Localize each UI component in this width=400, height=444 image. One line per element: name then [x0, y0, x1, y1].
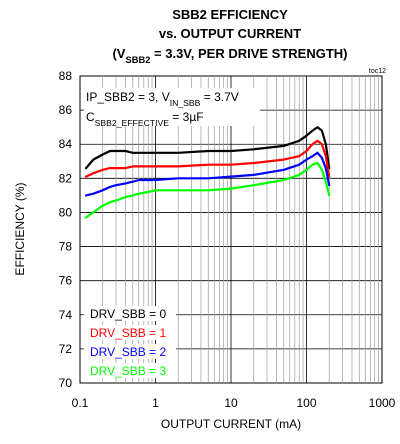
y-tick-label: 80 — [59, 205, 73, 219]
series-line-drv-0 — [84, 126, 331, 170]
legend-entry-drv-2: DRV_SBB = 2 — [90, 345, 166, 359]
x-tick-label: 0.1 — [72, 396, 89, 410]
title-line-1: SBB2 EFFICIENCY — [172, 7, 288, 22]
y-tick-label: 88 — [59, 69, 73, 83]
x-axis-ticks: 0.1 1 10 100 1000 — [72, 396, 396, 410]
chart-title: SBB2 EFFICIENCY vs. OUTPUT CURRENT (VSBB… — [112, 7, 347, 65]
y-tick-label: 74 — [59, 308, 73, 322]
x-tick-label: 1000 — [369, 396, 396, 410]
legend-background — [84, 344, 176, 359]
grid — [80, 76, 382, 383]
legend-background — [84, 306, 176, 321]
y-axis-label: EFFICIENCY (%) — [13, 182, 27, 275]
series-line-drv-1 — [84, 139, 331, 178]
y-tick-label: 72 — [59, 342, 73, 356]
y-tick-label: 78 — [59, 240, 73, 254]
legend: DRV_SBB = 0 DRV_SBB = 1 DRV_SBB = 2 DRV_SBB… — [84, 306, 176, 378]
toc-tag: toc12 — [369, 68, 386, 75]
y-tick-label: 84 — [59, 137, 73, 151]
y-tick-label: 76 — [59, 274, 73, 288]
legend-entry-drv-3: DRV_SBB = 3 — [90, 364, 166, 378]
legend-entry-drv-1: DRV_SBB = 1 — [90, 326, 166, 340]
condition-line-1: IP_SBB2 = 3, VIN_SBB = 3.7V — [86, 90, 239, 108]
series-line-drv-2 — [84, 151, 331, 197]
x-tick-label: 10 — [224, 396, 238, 410]
x-tick-label: 100 — [296, 396, 316, 410]
y-tick-label: 70 — [59, 376, 73, 390]
y-tick-label: 86 — [59, 103, 73, 117]
title-line-2: vs. OUTPUT CURRENT — [159, 26, 301, 41]
series-line-drv-3 — [84, 161, 331, 219]
legend-background — [84, 363, 176, 378]
x-tick-label: 1 — [152, 396, 159, 410]
conditions-background — [84, 88, 260, 126]
legend-background — [84, 325, 176, 340]
legend-entry-drv-0: DRV_SBB = 0 — [90, 307, 166, 321]
x-axis-label: OUTPUT CURRENT (mA) — [161, 417, 301, 431]
title-line-3: (VSBB2 = 3.3V, PER DRIVE STRENGTH) — [112, 46, 347, 65]
series-lines — [84, 126, 331, 219]
y-axis-ticks: 70 72 74 76 78 80 82 84 86 88 — [59, 69, 73, 390]
conditions-box: IP_SBB2 = 3, VIN_SBB = 3.7V CSBB2_EFFECT… — [84, 88, 260, 128]
condition-line-2: CSBB2_EFFECTIVE = 3µF — [86, 110, 204, 128]
y-tick-label: 82 — [59, 171, 73, 185]
